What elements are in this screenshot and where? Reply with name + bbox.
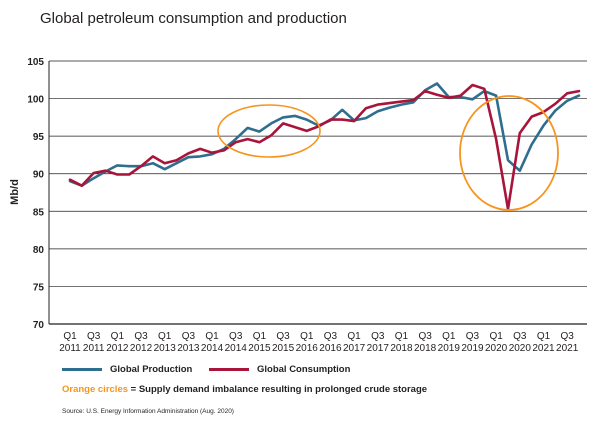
y-tick-90: 90 xyxy=(33,170,45,181)
x-axis-ticks: Q12011Q32011Q12012Q32012Q12013Q32013Q120… xyxy=(59,331,578,354)
y-axis-ticks: 70 75 80 85 90 95 100 105 xyxy=(27,57,44,331)
x-tick-year-17: 2019 xyxy=(461,343,484,354)
legend-swatch-consumption xyxy=(209,368,249,371)
x-tick-quarter-17: Q3 xyxy=(466,331,480,342)
x-tick-quarter-16: Q1 xyxy=(442,331,456,342)
x-tick-quarter-7: Q3 xyxy=(229,331,243,342)
chart-title: Global petroleum consumption and product… xyxy=(40,10,347,27)
series-line-consumption xyxy=(68,83,581,211)
y-tick-100: 100 xyxy=(27,95,44,106)
legend-label-consumption: Global Consumption xyxy=(257,364,351,375)
x-tick-year-1: 2011 xyxy=(83,343,105,354)
x-tick-quarter-2: Q1 xyxy=(111,331,125,342)
x-tick-year-9: 2015 xyxy=(272,343,295,354)
x-tick-quarter-20: Q1 xyxy=(537,331,551,342)
x-tick-quarter-1: Q3 xyxy=(87,331,101,342)
x-tick-quarter-11: Q3 xyxy=(324,331,338,342)
x-tick-year-18: 2020 xyxy=(485,343,508,354)
x-tick-quarter-19: Q3 xyxy=(513,331,527,342)
x-tick-year-14: 2018 xyxy=(390,343,413,354)
annotation-note-label: Orange circles xyxy=(62,384,129,395)
x-tick-quarter-14: Q1 xyxy=(395,331,409,342)
y-tick-80: 80 xyxy=(33,245,45,256)
x-tick-year-8: 2015 xyxy=(248,343,271,354)
x-tick-year-10: 2016 xyxy=(296,343,319,354)
x-tick-year-5: 2013 xyxy=(177,343,200,354)
x-tick-quarter-0: Q1 xyxy=(63,331,77,342)
x-tick-quarter-9: Q3 xyxy=(276,331,290,342)
x-tick-year-12: 2017 xyxy=(343,343,366,354)
x-tick-year-20: 2021 xyxy=(532,343,555,354)
x-tick-year-3: 2012 xyxy=(130,343,153,354)
y-tick-75: 75 xyxy=(33,282,45,293)
legend-swatch-production xyxy=(62,368,102,371)
y-tick-95: 95 xyxy=(33,132,45,143)
x-tick-quarter-21: Q3 xyxy=(560,331,574,342)
x-tick-quarter-10: Q1 xyxy=(300,331,314,342)
x-tick-year-6: 2014 xyxy=(201,343,224,354)
x-tick-year-15: 2018 xyxy=(414,343,437,354)
x-tick-year-13: 2017 xyxy=(367,343,390,354)
y-tick-70: 70 xyxy=(33,320,45,331)
x-tick-quarter-5: Q3 xyxy=(182,331,196,342)
x-tick-year-7: 2014 xyxy=(225,343,248,354)
x-tick-quarter-18: Q1 xyxy=(489,331,503,342)
legend-item-consumption: Global Consumption xyxy=(209,364,350,375)
x-tick-quarter-12: Q1 xyxy=(347,331,361,342)
y-tick-85: 85 xyxy=(33,207,45,218)
x-tick-quarter-4: Q1 xyxy=(158,331,172,342)
annotation-note: Orange circles = Supply demand imbalance… xyxy=(62,384,427,395)
x-tick-quarter-15: Q3 xyxy=(418,331,432,342)
x-tick-year-16: 2019 xyxy=(438,343,461,354)
x-tick-year-11: 2016 xyxy=(319,343,342,354)
series-lines xyxy=(68,82,581,211)
x-tick-year-2: 2012 xyxy=(106,343,129,354)
imbalance-circle-2020 xyxy=(459,95,559,211)
imbalance-circles xyxy=(217,95,559,211)
x-tick-quarter-3: Q3 xyxy=(134,331,148,342)
x-tick-quarter-13: Q3 xyxy=(371,331,385,342)
y-tick-105: 105 xyxy=(27,57,44,68)
source-note: Source: U.S. Energy Information Administ… xyxy=(62,408,234,415)
x-tick-year-21: 2021 xyxy=(556,343,579,354)
x-tick-quarter-8: Q1 xyxy=(253,331,267,342)
imbalance-circle-2015 xyxy=(217,104,321,158)
x-tick-quarter-6: Q1 xyxy=(205,331,219,342)
legend-label-production: Global Production xyxy=(110,364,193,375)
y-axis-label: Mb/d xyxy=(9,179,21,205)
x-tick-year-4: 2013 xyxy=(154,343,177,354)
legend-item-production: Global Production xyxy=(62,364,192,375)
x-tick-year-0: 2011 xyxy=(59,343,81,354)
annotation-note-text: = Supply demand imbalance resulting in p… xyxy=(128,384,428,395)
x-tick-year-19: 2020 xyxy=(509,343,532,354)
